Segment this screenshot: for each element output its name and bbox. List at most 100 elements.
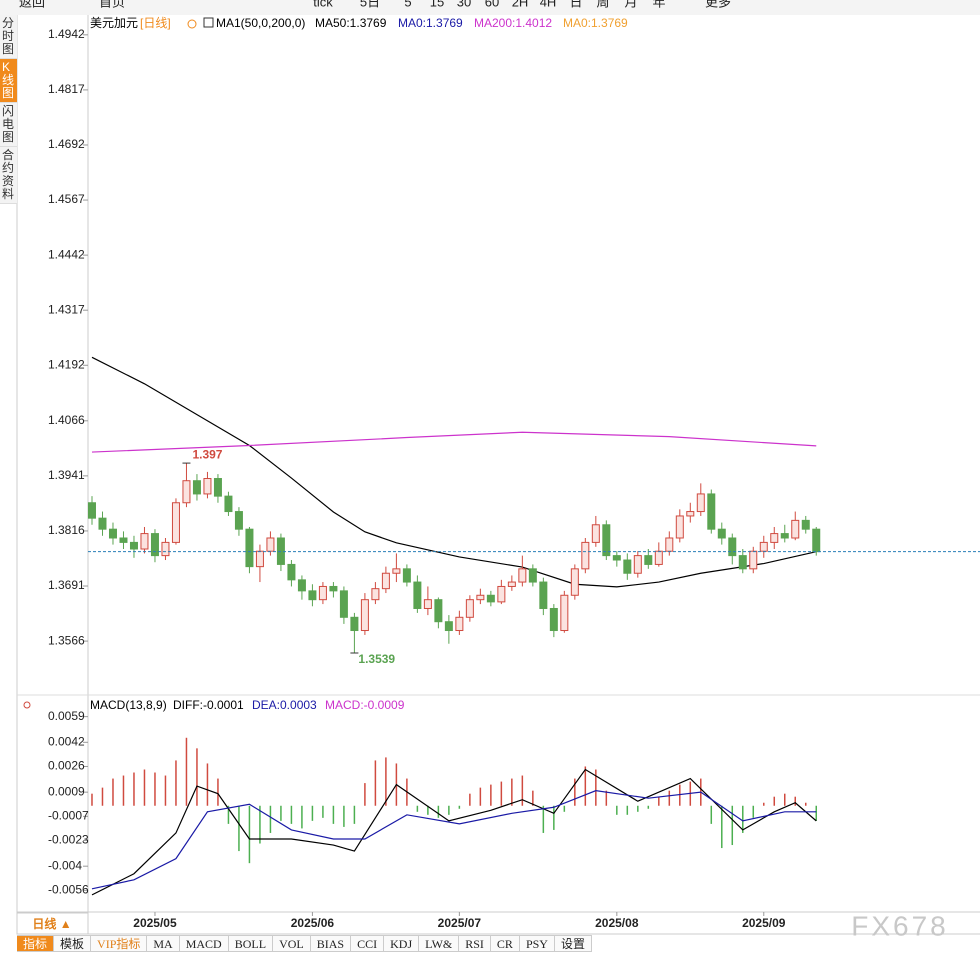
indicator-tab[interactable]: RSI <box>459 935 491 952</box>
y-tick-label: -0.0023 <box>48 833 89 847</box>
indicator-tab[interactable]: LW& <box>419 935 460 952</box>
indicator-tab[interactable]: 指标 <box>17 935 55 952</box>
candle-body <box>308 590 317 601</box>
indicator-tab[interactable]: VIP指标 <box>91 935 148 952</box>
candle-body <box>224 495 233 513</box>
candle-body <box>801 519 810 530</box>
candle-body <box>297 579 306 592</box>
candle-body <box>791 519 800 539</box>
side-tabs: 分时图 K线图 闪电图 合约资料 <box>0 15 17 204</box>
period-label: [日线] <box>140 16 171 30</box>
side-tab[interactable]: K线图 <box>0 59 17 103</box>
candle-body <box>476 594 485 601</box>
toolbar-button[interactable]: 30 <box>457 0 471 9</box>
x-tick-label: 2025/05 <box>133 916 177 930</box>
candle-body <box>287 563 296 581</box>
indicator-tab[interactable]: 设置 <box>554 935 592 952</box>
toolbar-button[interactable]: 60 <box>485 0 499 9</box>
toolbar-button[interactable]: 年 <box>652 0 665 9</box>
y-tick-label: -0.0056 <box>48 883 89 897</box>
candle-body <box>770 533 779 543</box>
candle-body <box>329 585 338 592</box>
indicator-title: MACD(13,8,9) <box>90 698 167 712</box>
lock-icon[interactable] <box>187 19 197 29</box>
candle-body <box>665 537 674 552</box>
candle-body <box>570 568 579 596</box>
candle-body <box>339 590 348 618</box>
indicator-tab[interactable]: KDJ <box>384 935 420 952</box>
high-label: 1.397 <box>192 447 222 461</box>
indicator-icon[interactable] <box>203 17 214 28</box>
side-tab[interactable]: 合约资料 <box>0 147 17 204</box>
y-tick-label: 1.4692 <box>48 137 85 151</box>
candle-body <box>465 599 474 618</box>
y-tick-label: 1.4817 <box>48 82 85 96</box>
candle-body <box>759 541 768 552</box>
ma-line <box>91 790 817 890</box>
settings-icon[interactable] <box>23 701 31 709</box>
y-tick-label: 0.0009 <box>48 784 85 798</box>
indicator-tab[interactable]: BIAS <box>310 935 352 952</box>
y-tick-label: 1.4192 <box>48 357 85 371</box>
indicator-tab[interactable]: PSY <box>519 935 555 952</box>
indicator-tab[interactable]: CCI <box>351 935 385 952</box>
toolbar <box>0 0 980 15</box>
candle-body <box>686 511 695 517</box>
toolbar-button[interactable]: 日 <box>569 0 582 9</box>
candle-body <box>129 541 138 550</box>
y-tick-label: 1.4066 <box>48 413 85 427</box>
side-tab[interactable]: 分时图 <box>0 15 17 59</box>
candle-body <box>402 568 411 583</box>
candle-body <box>213 478 222 497</box>
period-button[interactable] <box>16 912 89 935</box>
candle-body <box>560 594 569 632</box>
candle-body <box>707 493 716 530</box>
candle-body <box>591 524 600 543</box>
candle-body <box>696 493 705 513</box>
y-tick-label: 0.0042 <box>48 734 85 748</box>
ma-line <box>91 768 817 896</box>
indicator-tab[interactable]: CR <box>490 935 520 952</box>
candle-body <box>780 533 789 539</box>
candle-body <box>318 585 327 601</box>
side-tab[interactable]: 闪电图 <box>0 103 17 147</box>
candle-body <box>192 480 201 495</box>
candle-body <box>87 502 96 519</box>
toolbar-button[interactable]: 5日 <box>360 0 380 9</box>
toolbar-button[interactable]: 首页 <box>99 0 125 9</box>
candle-body <box>644 555 653 565</box>
toolbar-button[interactable]: 周 <box>596 0 609 9</box>
toolbar-button[interactable]: 15 <box>430 0 444 9</box>
indicator-tab[interactable]: 模板 <box>54 935 92 952</box>
indicator-tab[interactable]: BOLL <box>228 935 274 952</box>
candle-body <box>497 585 506 603</box>
bottom-tabs: 指标 模板 VIP指标 MA MACD BOLL VOL BIAS CCI KDJ LW& RSI CR… <box>17 935 592 952</box>
toolbar-button[interactable]: 更多 <box>705 0 731 9</box>
indicator-tab[interactable]: MACD <box>179 935 229 952</box>
toolbar-button[interactable]: 4H <box>540 0 557 9</box>
toolbar-button[interactable]: 5 <box>404 0 411 9</box>
y-tick-label: 1.4942 <box>48 27 85 41</box>
candle-body <box>108 528 117 539</box>
legend-entry: MA0:1.3769 <box>563 16 628 30</box>
candle-body <box>539 581 548 609</box>
indicator-tab[interactable]: VOL <box>273 935 311 952</box>
toolbar-button[interactable]: 月 <box>624 0 637 9</box>
x-tick-label: 2025/06 <box>291 916 335 930</box>
toolbar-button[interactable]: tick <box>313 0 333 9</box>
candle-body <box>371 588 380 601</box>
low-label: 1.3539 <box>358 652 395 666</box>
legend-entry: DIFF:-0.0001 <box>173 698 244 712</box>
toolbar-button[interactable]: 返回 <box>19 0 45 9</box>
candle-body <box>255 550 264 568</box>
toolbar-button[interactable]: 2H <box>512 0 529 9</box>
candle-body <box>444 621 453 632</box>
indicator-tab[interactable]: MA <box>147 935 180 952</box>
candle-body <box>381 572 390 590</box>
y-tick-label: 1.4567 <box>48 192 85 206</box>
period-button-label[interactable]: 日线 ▲ <box>32 916 71 931</box>
candle-body <box>623 559 632 574</box>
candle-body <box>507 581 516 587</box>
candle-body <box>654 550 663 565</box>
